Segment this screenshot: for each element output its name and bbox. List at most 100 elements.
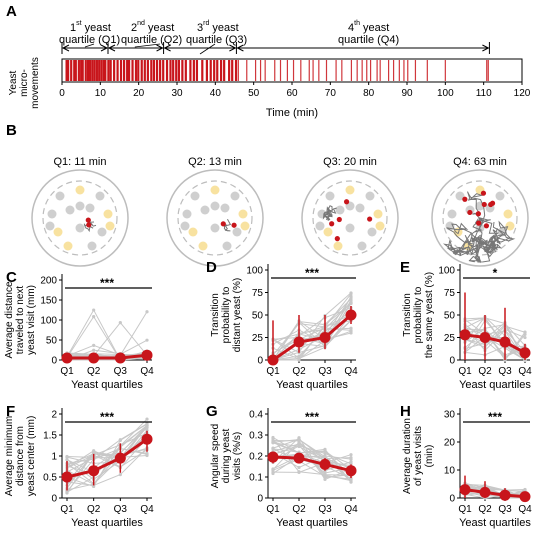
mean-point — [459, 329, 471, 341]
x-axis-label: Yeast quartiles — [459, 517, 531, 529]
bracket-arrow-left — [107, 44, 116, 52]
yeast-spot — [75, 185, 85, 195]
individual-fly-line — [66, 429, 148, 469]
mean-point — [499, 336, 511, 348]
raster-x-tick-label: 100 — [437, 88, 454, 99]
food-spot — [190, 191, 200, 201]
individual-fly-line — [273, 298, 352, 361]
yeast-spot — [105, 221, 115, 231]
svg-text:4th yeast: 4th yeast — [348, 20, 389, 34]
mean-point — [88, 465, 100, 477]
yeast-visit-mark — [86, 222, 92, 228]
x-tick-label: Q2 — [478, 504, 492, 515]
q3-quartile: quartile (Q3) — [186, 34, 247, 46]
y-axis-label-line: (min) — [424, 445, 435, 468]
y-tick-label: 50 — [252, 311, 264, 322]
arena-outer-circle — [301, 169, 399, 267]
individual-fly-point — [145, 451, 149, 456]
individual-fly-line — [272, 293, 352, 356]
y-tick-label: 0.3 — [249, 431, 263, 442]
yeast-spot — [188, 227, 198, 237]
y-axis-label-line: of yeast visits — [413, 426, 424, 486]
yeast-visit-mark — [481, 201, 487, 208]
mean-point — [459, 484, 471, 496]
y-axis-label-line: Angular speed — [210, 424, 221, 489]
x-axis-label: Yeast quartiles — [276, 379, 348, 391]
q1-num: 1 — [70, 22, 76, 34]
food-spot — [180, 221, 190, 231]
quartile-label-q2: 2nd yeast quartile (Q2) — [121, 20, 182, 46]
fly-trajectory — [223, 218, 232, 232]
arena-inner-circle — [42, 180, 118, 256]
raster-ylabel-line-3: movements — [30, 57, 41, 109]
significance-label: *** — [100, 276, 114, 290]
individual-fly-line — [272, 303, 352, 361]
individual-fly-point — [92, 343, 96, 347]
panel-letter-a: A — [6, 3, 17, 20]
x-tick-label: Q1 — [60, 366, 74, 377]
food-spot — [95, 191, 105, 201]
y-tick-label: 25 — [252, 333, 264, 344]
q2-num: 2 — [131, 22, 137, 34]
q3-sup: rd — [203, 20, 209, 27]
significance-label: * — [493, 266, 498, 280]
individual-fly-line — [272, 307, 352, 355]
individual-fly-point — [523, 487, 527, 492]
mean-point — [267, 451, 279, 463]
q2-sup: nd — [137, 20, 145, 27]
individual-fly-line — [272, 292, 352, 361]
yeast-visit-mark — [467, 209, 473, 216]
significance-label: *** — [100, 410, 114, 424]
x-tick-label: Q1 — [60, 504, 74, 515]
x-tick-label: Q1 — [266, 366, 280, 377]
food-spot — [97, 227, 107, 237]
individual-fly-line — [464, 317, 526, 346]
individual-fly-line — [66, 311, 148, 358]
individual-fly-point — [118, 473, 122, 477]
y-tick-label: 0.4 — [249, 410, 263, 421]
raster-x-tick-label: 90 — [401, 88, 413, 99]
mean-line — [464, 488, 526, 499]
q4-sup: th — [354, 20, 360, 27]
individual-fly-point — [349, 297, 353, 301]
mean-point — [519, 347, 531, 359]
individual-fly-point — [323, 451, 327, 456]
individual-fly-line — [66, 425, 148, 481]
y-axis-label-line: visits (%/s) — [232, 432, 243, 480]
y-tick-label: 0 — [257, 356, 263, 367]
individual-fly-point — [349, 476, 353, 481]
mean-line — [464, 333, 526, 355]
x-tick-label: Q4 — [140, 504, 154, 515]
mean-line — [66, 437, 148, 479]
q4-num: 4 — [348, 22, 354, 34]
panel-letter-d: D — [206, 259, 217, 276]
svg-text:2nd yeast: 2nd yeast — [131, 20, 174, 34]
x-tick-label: Q2 — [292, 504, 306, 515]
raster-box — [61, 58, 523, 83]
y-axis-label-line: Transition — [210, 293, 221, 337]
y-tick-label: 2 — [51, 410, 57, 421]
yeast-visit-mark — [488, 201, 494, 208]
individual-fly-point — [523, 335, 527, 340]
raster-events — [65, 60, 489, 81]
individual-fly-line — [272, 445, 352, 465]
quartile-label-q3: 3rd yeast quartile (Q3) — [186, 20, 247, 46]
x-tick-label: Q3 — [318, 504, 332, 515]
yeast-spot — [333, 241, 343, 251]
food-spot — [47, 209, 57, 219]
arena-title-q3: Q3: 20 min — [323, 156, 377, 168]
food-spot — [75, 223, 85, 233]
y-axis-label: Angular speed during yeast visits (%/s) — [210, 424, 243, 489]
individual-fly-line — [272, 314, 352, 361]
yeast-visit-mark — [367, 216, 373, 222]
y-axis-label-line: yeast visit (mm) — [26, 285, 37, 355]
y-tick-label: 75 — [444, 288, 456, 299]
y-tick-label: 0 — [449, 494, 455, 505]
individual-fly-point — [92, 348, 96, 352]
mean-point — [293, 336, 305, 348]
food-spot — [232, 227, 242, 237]
x-tick-label: Q3 — [498, 504, 512, 515]
x-tick-label: Q3 — [114, 504, 128, 515]
panel-letter-e: E — [400, 259, 410, 276]
